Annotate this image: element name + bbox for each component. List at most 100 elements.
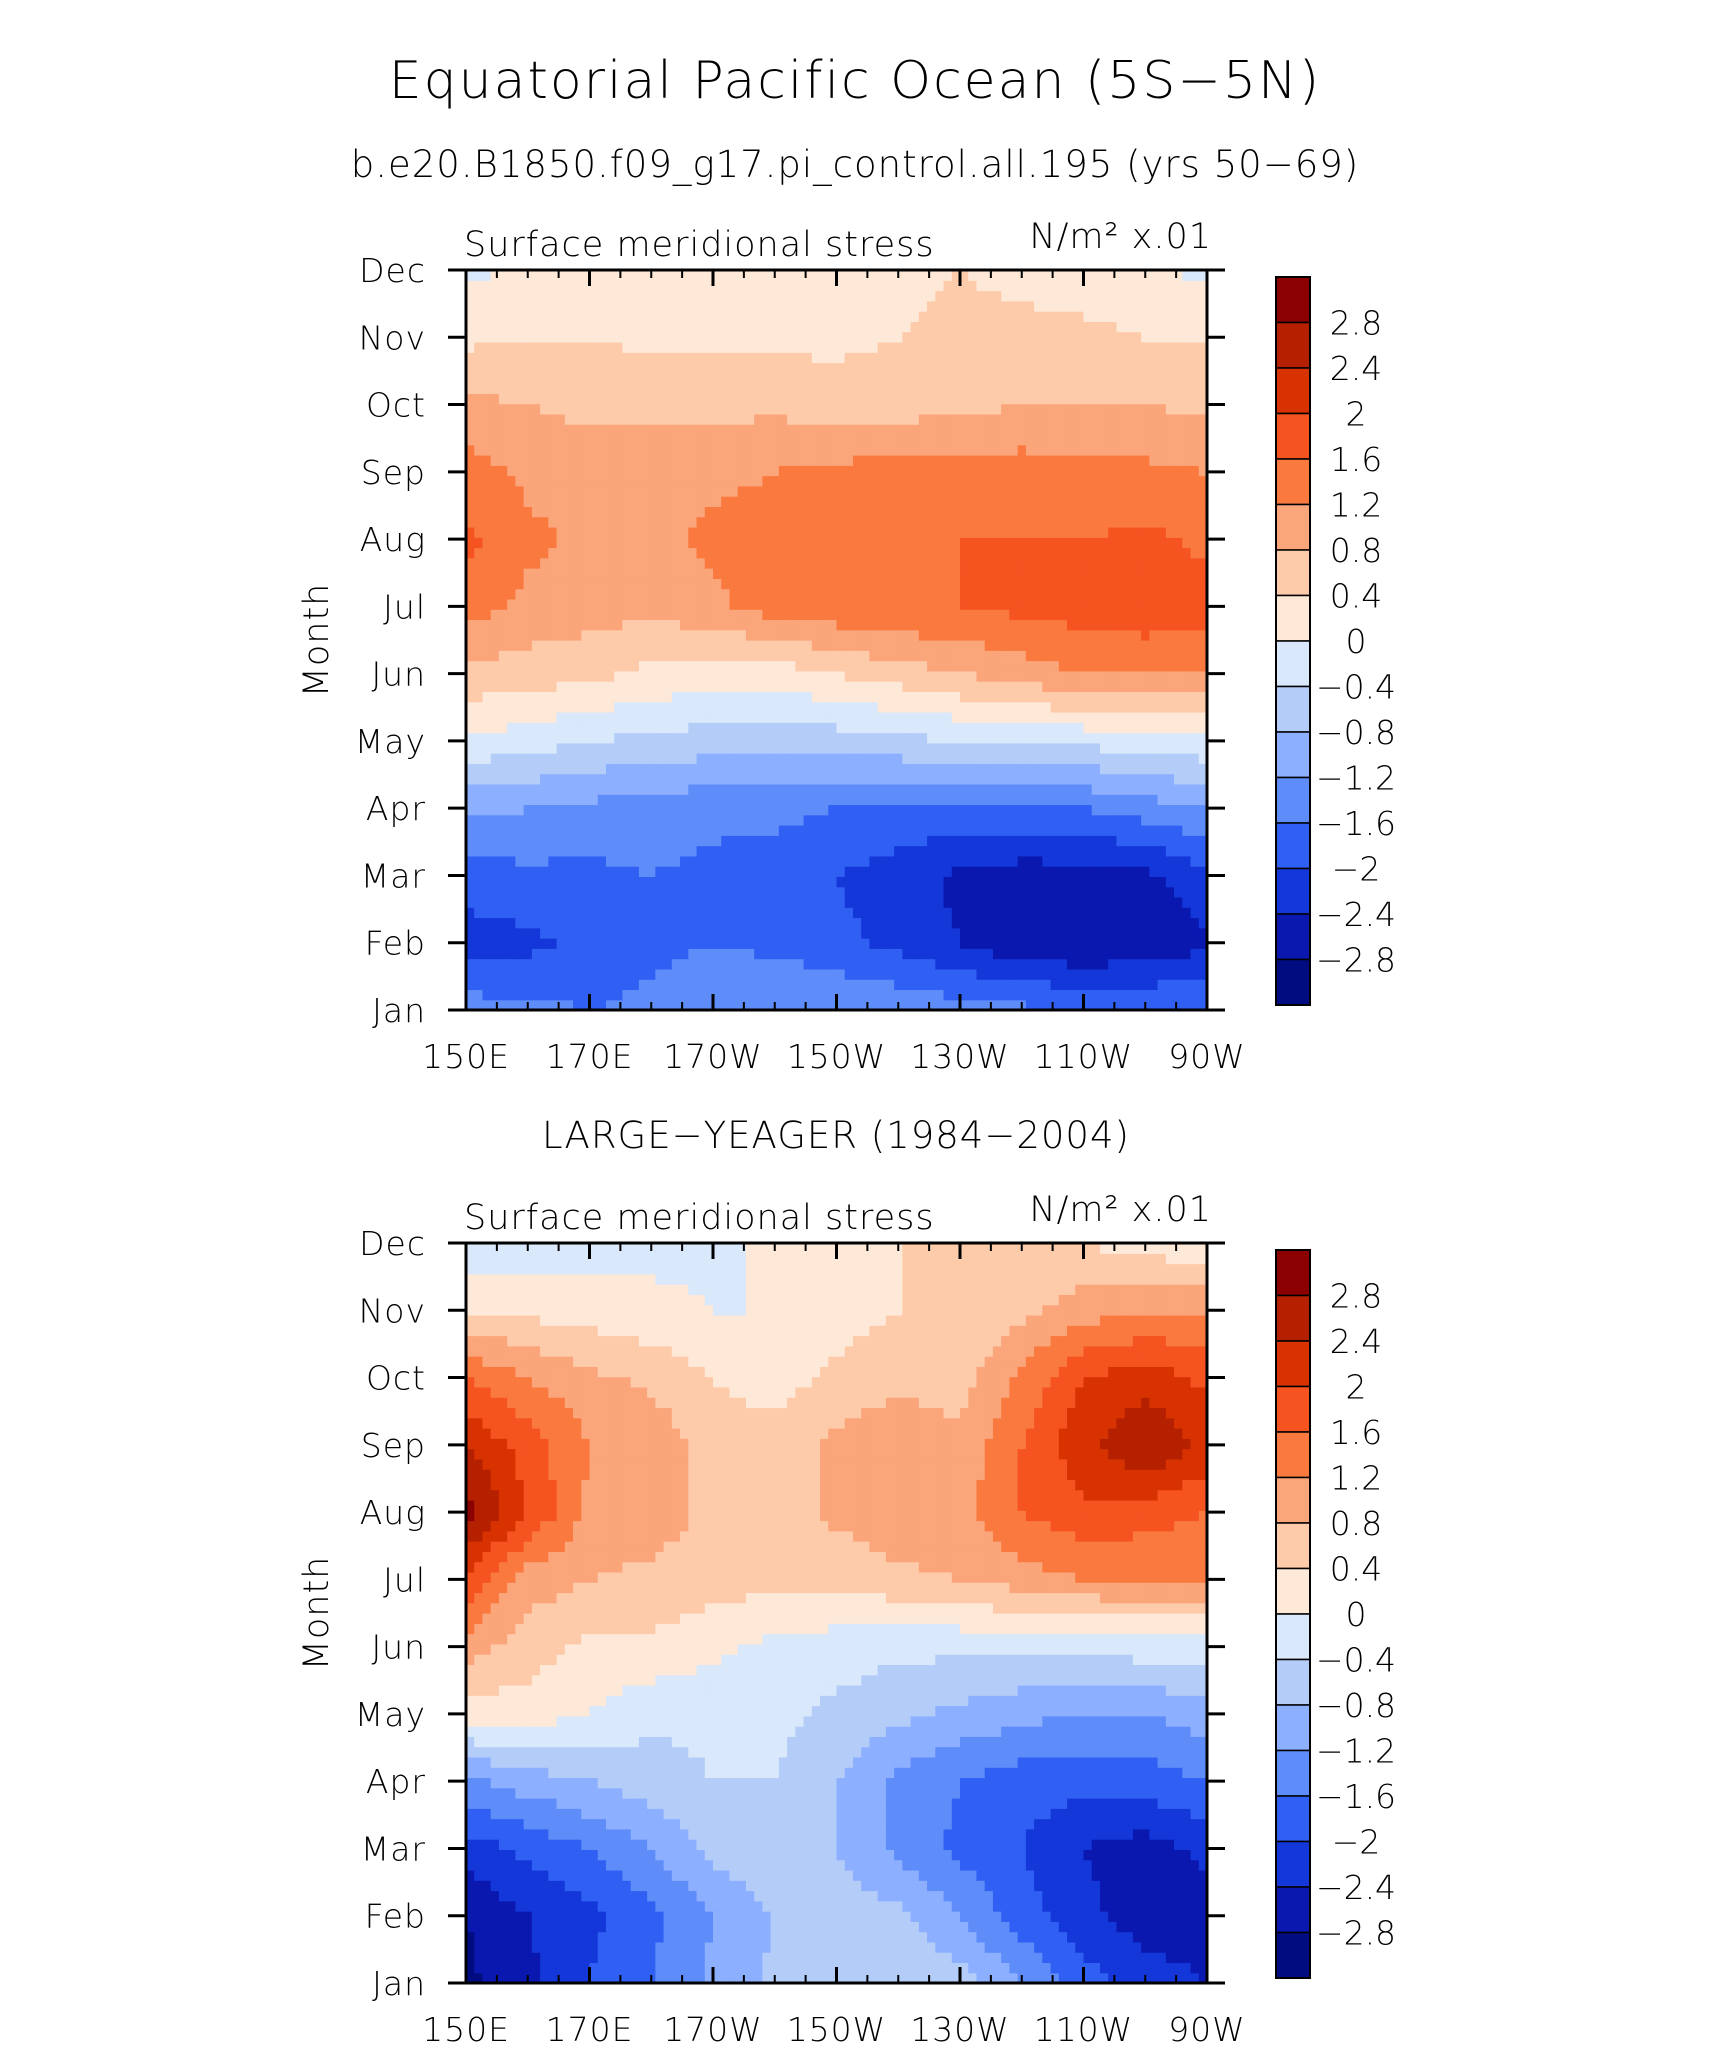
field-cell [861, 886, 871, 898]
field-cell [638, 896, 648, 908]
field-cell [745, 896, 755, 908]
field-cell [803, 547, 813, 559]
field-cell [498, 434, 508, 446]
field-cell [968, 896, 978, 908]
field-cell [943, 948, 953, 960]
field-cell [885, 465, 895, 477]
field-cell [548, 845, 558, 857]
field-cell [474, 578, 484, 590]
field-cell [968, 804, 978, 816]
field-cell [515, 434, 525, 446]
field-cell [696, 999, 706, 1011]
field-cell [556, 598, 566, 610]
field-cell [1009, 537, 1019, 549]
field-cell [1132, 773, 1142, 785]
field-cell [844, 753, 854, 764]
field-cell [721, 804, 731, 816]
field-cell [1141, 938, 1150, 949]
field-cell [663, 814, 673, 826]
field-cell [1099, 506, 1109, 518]
field-cell [1083, 999, 1093, 1011]
field-cell [844, 557, 854, 569]
field-cell [655, 783, 665, 795]
field-cell [1091, 732, 1101, 744]
field-cell [737, 907, 747, 919]
field-cell [1001, 938, 1010, 949]
field-cell [466, 742, 475, 754]
field-cell [490, 609, 500, 621]
field-cell [902, 732, 912, 744]
field-cell [737, 537, 747, 549]
field-cell [721, 825, 731, 836]
field-cell [820, 938, 829, 949]
field-cell [754, 496, 763, 507]
field-cell [976, 711, 986, 723]
field-cell [1174, 917, 1183, 929]
field-cell [844, 485, 854, 497]
field-cell [737, 804, 747, 816]
field-cell [605, 434, 615, 446]
field-cell [704, 691, 714, 703]
field-cell [803, 804, 813, 816]
field-cell [1182, 496, 1192, 507]
field-cell [968, 598, 978, 610]
field-cell [507, 886, 516, 898]
field-cell [556, 835, 566, 847]
field-cell [647, 835, 656, 847]
field-cell [713, 773, 722, 785]
field-cell [1091, 557, 1101, 569]
field-cell [861, 598, 871, 610]
field-cell [1149, 485, 1159, 497]
field-cell [976, 485, 986, 497]
field-cell [902, 691, 912, 703]
field-cell [894, 609, 903, 621]
field-cell [1075, 578, 1085, 590]
field-cell [968, 701, 978, 713]
field-cell [1017, 938, 1027, 949]
field-cell [1157, 650, 1167, 662]
field-cell [935, 691, 945, 703]
field-cell [836, 742, 846, 754]
field-cell [540, 506, 549, 518]
field-cell [918, 773, 928, 785]
field-cell [680, 475, 689, 487]
field-cell [1198, 475, 1208, 487]
field-cell [1067, 732, 1076, 744]
field-cell [951, 444, 961, 456]
field-cell [828, 691, 838, 703]
field-cell [852, 619, 862, 631]
field-cell [992, 516, 1002, 528]
field-cell [943, 660, 953, 672]
field-cell [564, 773, 574, 785]
field-cell [1149, 537, 1159, 549]
field-cell [762, 691, 772, 703]
field-cell [820, 629, 829, 641]
field-cell [589, 691, 599, 703]
field-cell [1001, 701, 1010, 713]
field-cell [1124, 732, 1134, 744]
field-cell [540, 485, 549, 497]
field-cell [1075, 814, 1085, 826]
field-cell [663, 547, 673, 559]
field-cell [844, 691, 854, 703]
field-cell [960, 516, 969, 528]
field-cell [1034, 568, 1043, 579]
field-cell [1157, 711, 1167, 723]
field-cell [597, 660, 607, 672]
field-cell [951, 804, 961, 816]
field-cell [1198, 455, 1208, 466]
field-cell [564, 568, 574, 579]
field-cell [869, 999, 879, 1011]
field-cell [910, 938, 920, 949]
field-cell [894, 568, 903, 579]
field-cell [1165, 876, 1175, 888]
field-cell [902, 537, 912, 549]
field-cell [1067, 701, 1076, 713]
field-cell [778, 722, 788, 734]
field-cell [927, 722, 936, 734]
field-cell [885, 455, 895, 466]
field-cell [663, 763, 673, 775]
field-cell [482, 907, 492, 919]
field-cell [894, 794, 903, 806]
field-cell [1190, 557, 1200, 569]
